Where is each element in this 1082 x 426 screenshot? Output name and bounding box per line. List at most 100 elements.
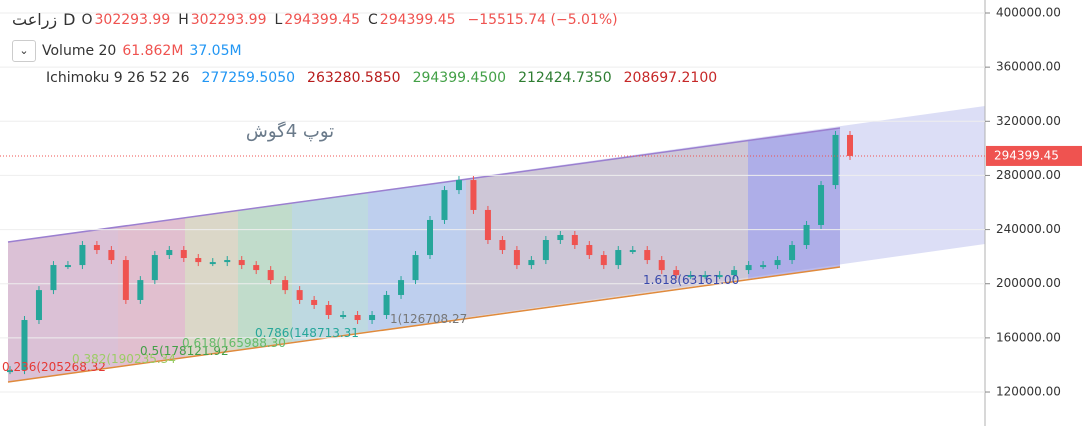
candle-body <box>108 250 115 261</box>
ichimoku-value: 294399.4500 <box>412 70 507 86</box>
candle-body <box>383 294 390 315</box>
candle-body <box>847 134 853 156</box>
candle-body <box>760 265 767 268</box>
y-tick-label: 280000.00 <box>996 168 1061 182</box>
ohlc-value: 302293.99 <box>94 11 171 28</box>
candle-body <box>180 250 187 259</box>
candle-body <box>354 314 361 321</box>
candle-body <box>702 275 709 278</box>
candle-body <box>832 134 839 186</box>
collapse-button[interactable]: ⌄ <box>12 40 36 62</box>
ichimoku-value: 208697.2100 <box>623 70 718 86</box>
fib-label: 0.786(148713.31 <box>255 326 359 340</box>
candle-body <box>166 250 173 256</box>
fib-label: 1.618(63161.00 <box>643 273 740 287</box>
candle-body <box>455 180 462 191</box>
candle-body <box>122 260 129 300</box>
candle-body <box>600 255 607 266</box>
candle-body <box>658 260 665 271</box>
candle-body <box>209 262 216 265</box>
candle-body <box>369 314 376 321</box>
change: −15515.74 (−5.01%) <box>467 11 618 28</box>
header-row: زراعت D O 302293.99 H 302293.99 L 294399.45 C 2… <box>12 10 618 29</box>
candle-body <box>673 270 680 276</box>
fib-label: 0.382(190235.34 <box>72 352 176 366</box>
ohlc-key: H <box>178 11 189 28</box>
interval: D <box>63 10 76 29</box>
y-tick-label: 240000.00 <box>996 222 1061 236</box>
candle-body <box>79 245 86 266</box>
candle-body <box>615 250 622 266</box>
candle-body <box>340 314 347 317</box>
ichimoku-value: 277259.5050 <box>201 70 296 86</box>
ohlc-key: O <box>81 11 93 28</box>
candle-body <box>470 180 477 210</box>
volume-name: Volume 20 <box>42 43 117 59</box>
candle-body <box>311 299 318 305</box>
candle-body <box>803 224 810 246</box>
candle-body <box>571 234 578 246</box>
zone <box>292 193 368 342</box>
y-tick-label: 200000.00 <box>996 276 1061 290</box>
channel-top <box>7 127 841 243</box>
candle-body <box>542 240 549 261</box>
candle-body <box>64 265 71 268</box>
candle-body <box>745 265 752 271</box>
ohlc: O 302293.99 H 302293.99 L 294399.45 C 294399.45 <box>81 12 461 28</box>
candle-body <box>35 290 42 321</box>
candle-body <box>195 258 202 263</box>
volume-value: 61.862M <box>122 43 184 59</box>
candle-body <box>528 260 535 266</box>
ohlc-value: 294399.45 <box>379 11 456 28</box>
zone <box>466 140 748 318</box>
y-tick-label: 320000.00 <box>996 114 1061 128</box>
candle-body <box>644 250 651 261</box>
symbol: زراعت <box>12 10 58 29</box>
ohlc-value: 294399.45 <box>284 11 361 28</box>
y-tick-label: 160000.00 <box>996 330 1061 344</box>
ohlc-key: L <box>274 11 283 28</box>
candle-body <box>296 290 303 300</box>
candle-body <box>21 320 28 371</box>
fib-label: 0.5(178121.92 <box>140 344 229 358</box>
candle-body <box>93 245 100 251</box>
ohlc-value: 302293.99 <box>190 11 267 28</box>
candle-body <box>731 270 738 276</box>
volume-row: ⌄ Volume 20 61.862M 37.05M <box>12 40 242 62</box>
candle-body <box>224 260 231 263</box>
ichimoku-value: 263280.5850 <box>307 70 401 86</box>
last-price-label: 294399.45 <box>994 148 1059 162</box>
candle-body <box>137 280 144 300</box>
y-tick-label: 360000.00 <box>996 60 1061 74</box>
candle-body <box>412 255 419 281</box>
ichimoku-name: Ichimoku 9 26 52 26 <box>46 70 190 86</box>
zone <box>238 203 292 350</box>
candle-body <box>238 260 245 266</box>
candle-body <box>789 245 796 261</box>
ohlc-key: C <box>368 11 378 28</box>
candle-body <box>499 240 506 251</box>
candle-body <box>557 234 564 241</box>
candle-body <box>398 280 405 295</box>
ichimoku-value: 212424.7350 <box>518 70 612 86</box>
candle-body <box>151 255 158 281</box>
fib-label: 1(126708.27 <box>390 312 468 326</box>
zone <box>748 128 840 279</box>
candle-body <box>427 219 433 256</box>
fib-label: 0.236(205268.32 <box>2 360 106 374</box>
candle-body <box>50 265 57 291</box>
zone <box>8 227 118 382</box>
candle-body <box>267 270 274 281</box>
candle-body <box>586 245 593 256</box>
candle-body <box>282 280 289 291</box>
annotation: توپ 4گوش <box>246 120 334 142</box>
candle-body <box>253 265 260 271</box>
candle-body <box>774 260 781 266</box>
fib-label: 0.618(165988.30 <box>182 336 286 350</box>
candle-body <box>484 209 491 241</box>
candle-body <box>513 250 520 266</box>
last-price-tag <box>986 145 1082 166</box>
ichimoku-row: Ichimoku 9 26 52 26 277259.5050 263280.58… <box>46 70 717 86</box>
candle-body <box>716 275 723 278</box>
